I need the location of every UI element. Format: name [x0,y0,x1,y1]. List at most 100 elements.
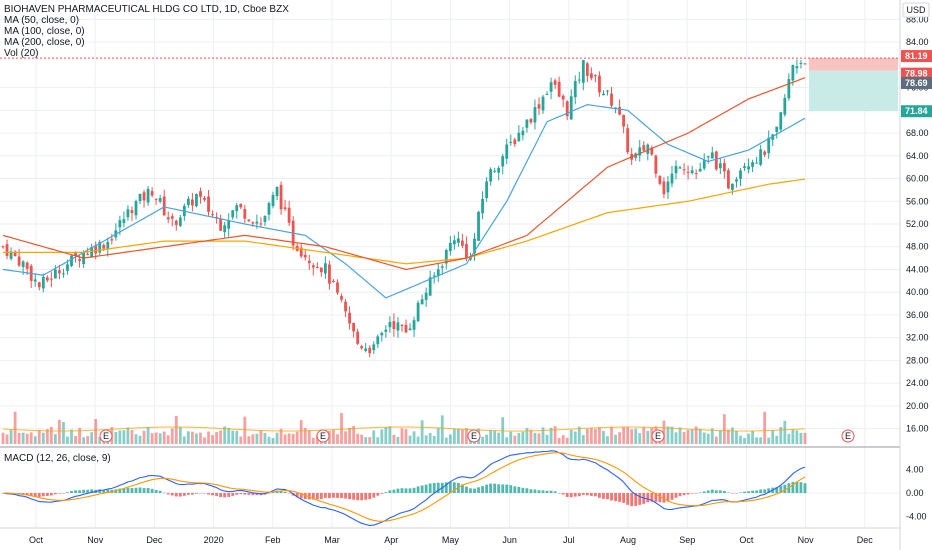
volume-bar [356,433,360,444]
volume-bar [610,426,613,444]
candle-body [428,277,432,296]
candle-body [86,253,90,255]
price-badge [901,76,932,89]
candle-body [37,282,41,288]
currency-label[interactable]: USD [902,2,930,18]
macd-histogram-bar [505,484,509,493]
volume-bar [263,432,267,444]
candle-body [45,277,49,281]
candle-body [577,79,581,81]
candle-body [146,188,150,203]
candle-body [581,60,585,83]
macd-axis[interactable]: 4.00 0.00 -4.00 [906,465,927,522]
candle-body [682,169,686,171]
macd-pane [0,450,900,526]
candle-body [166,217,170,220]
candle-body [779,112,783,130]
macd-histogram-bar [614,493,617,502]
macd-tick-label: -4.00 [906,511,927,521]
volume-bar [37,429,41,444]
volume-bar [577,426,581,444]
candle-body [444,250,448,264]
volume-bar [440,415,444,444]
candle-body [150,191,154,196]
candle-body [396,322,400,331]
candle-body [255,221,259,224]
volume-bar [602,431,605,444]
volume-bars [1,411,807,444]
candle-body [110,239,114,241]
macd-histogram-bar [557,492,561,494]
candle-body [743,166,746,168]
macd-histogram-bar [150,488,154,493]
volume-bar [416,436,420,444]
candle-body [585,63,589,76]
macd-histogram-bar [170,493,174,496]
macd-histogram-bar [606,493,609,500]
macd-histogram-bar [569,493,573,498]
symbol-title[interactable]: BIOHAVEN PHARMACEUTICAL HLDG CO LTD, 1D,… [4,4,289,15]
volume-bar [340,413,343,444]
volume-bar [682,432,686,444]
target-zone [809,58,898,71]
volume-bar [49,426,53,444]
volume-bar [203,437,206,444]
volume-bar [247,436,251,444]
ma50-label[interactable]: MA (50, close, 0) [4,15,80,26]
volume-label[interactable]: Vol (20) [4,48,39,59]
macd-histogram-bar [529,489,533,493]
volume-bar [739,435,742,444]
volume-bar [722,414,726,444]
candle-body [787,79,791,99]
volume-bar [771,430,775,444]
volume-bar [146,427,150,444]
macd-histogram-bar [154,489,158,493]
macd-histogram-bar [126,487,130,493]
candle-body [598,75,601,93]
volume-bar [565,437,569,444]
macd-histogram-bar [465,486,468,493]
macd-histogram-bar [174,493,178,497]
macd-histogram-bar [747,491,750,493]
macd-histogram-bar [203,493,206,494]
volume-bar [606,436,609,444]
volume-bar [360,434,364,444]
volume-bar [279,428,283,444]
candle-body [134,201,138,216]
macd-histogram-bar [215,493,218,496]
macd-histogram-bar [191,493,194,495]
risk-reward-zones[interactable] [0,57,900,112]
macd-histogram-bar [573,493,577,497]
volume-bar [589,428,593,444]
candle-body [70,255,73,266]
volume-bar [255,433,259,444]
time-axis[interactable]: Oct Nov Dec 2020 Feb Mar Apr May Jun Jul Aug Sep Oct… [29,535,873,545]
volume-bar [227,427,231,444]
macd-histogram-bar [706,490,710,493]
macd-histogram-bar [58,493,61,494]
candle-body [78,259,81,261]
volume-bar [158,433,162,444]
volume-bar [195,433,198,444]
volume-bar [424,435,428,444]
ma200-line [2,77,806,271]
macd-histogram-bar [86,489,90,493]
ma100-label[interactable]: MA (100, close, 0) [4,26,85,37]
candle-body [122,219,126,223]
candle-body [722,163,726,172]
candle-body [154,198,158,200]
macd-histogram-bar [545,490,549,493]
earnings-label: E [471,431,477,441]
candle-body [501,156,505,167]
macd-histogram-bar [473,488,476,493]
candle-body [279,184,283,210]
macd-histogram-bar [585,493,589,496]
ma200-label[interactable]: MA (200, close, 0) [4,37,85,48]
macd-histogram-bar [223,493,227,498]
volume-bar [775,435,779,444]
macd-legend[interactable]: MACD (12, 26, close, 9) [4,453,111,464]
macd-histogram-bar [90,489,94,493]
